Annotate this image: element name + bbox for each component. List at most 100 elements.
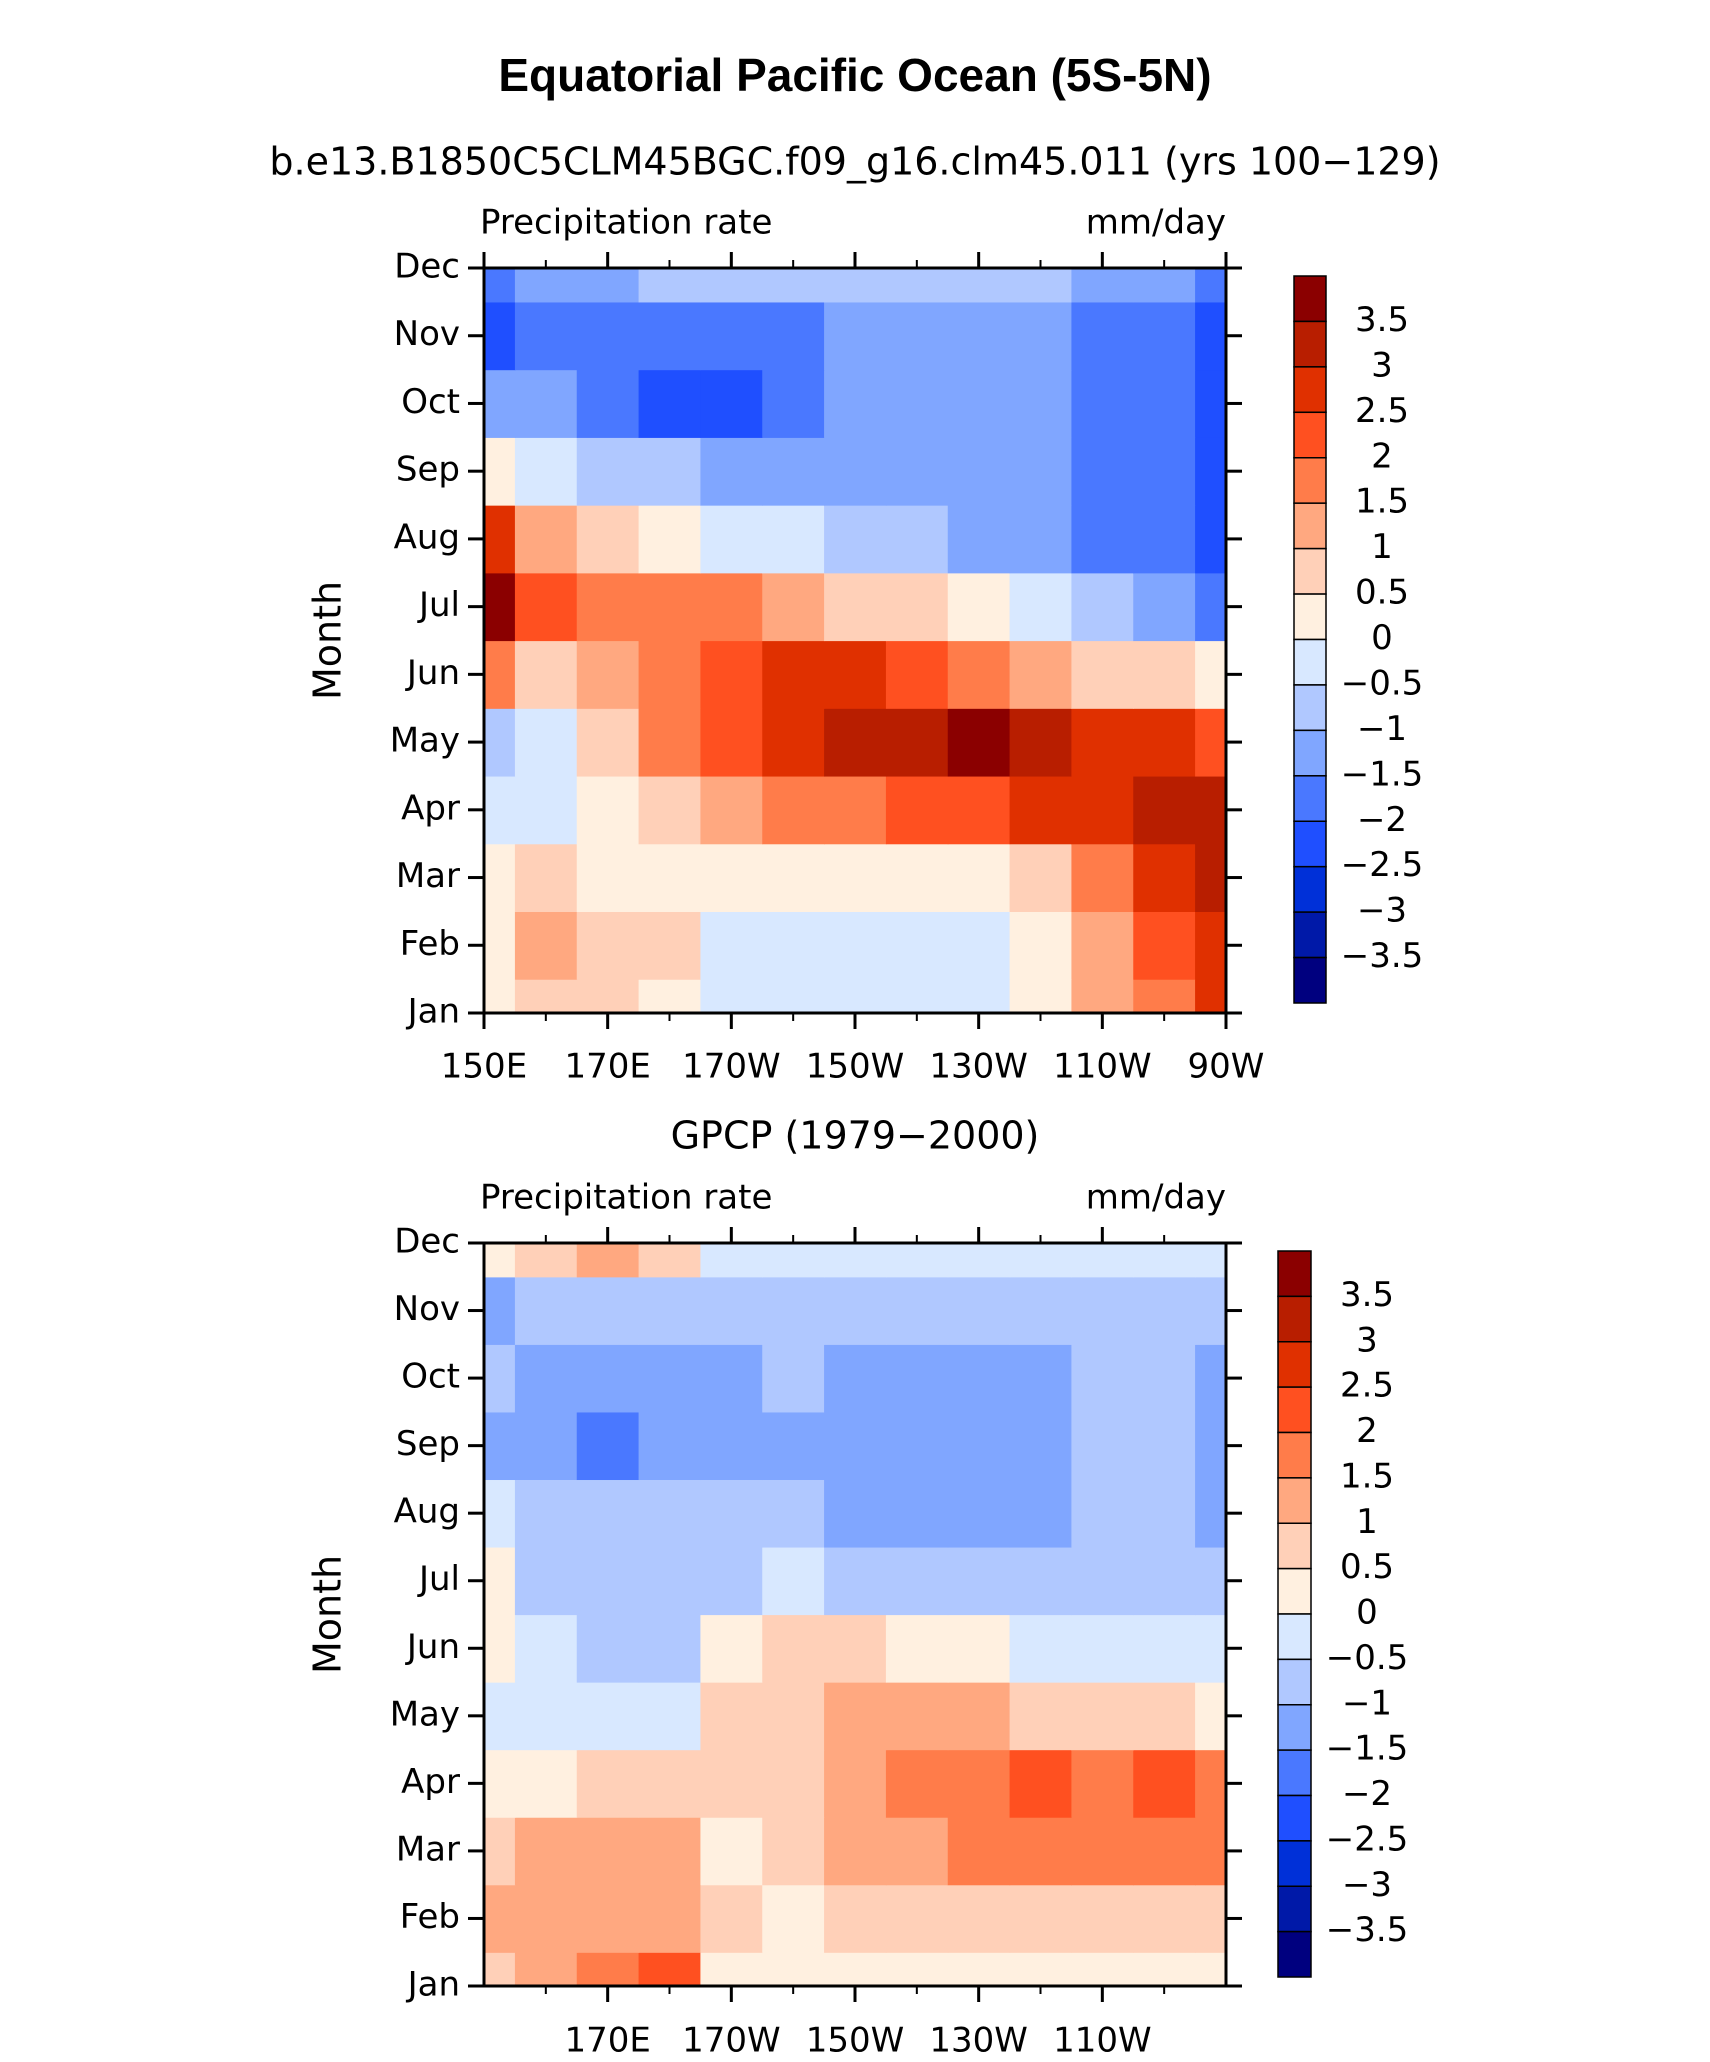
colorbar-box <box>1293 275 1327 323</box>
cell <box>1009 572 1073 642</box>
colorbar-box <box>1293 593 1327 641</box>
cell <box>1009 1479 1073 1548</box>
cell <box>1133 1243 1196 1278</box>
cell <box>514 505 578 574</box>
cell <box>484 640 516 709</box>
cell <box>762 1276 825 1345</box>
cell <box>700 1952 763 1986</box>
colorbar-label: −2 <box>1357 800 1407 840</box>
cell <box>762 301 825 371</box>
cell <box>484 301 516 371</box>
cell <box>700 775 763 845</box>
cell <box>824 843 887 913</box>
cell <box>947 1749 1011 1818</box>
cell <box>1195 843 1226 913</box>
cell <box>1071 1614 1134 1683</box>
cell <box>1009 1614 1073 1683</box>
cell <box>514 1546 578 1616</box>
x-tick-label: 110W <box>1053 1047 1152 1087</box>
cell <box>762 979 825 1013</box>
cell <box>1195 1344 1226 1413</box>
cell <box>762 1411 825 1481</box>
cell <box>514 775 578 845</box>
cell <box>514 1344 578 1413</box>
x-tick-label: 130W <box>929 1047 1028 1087</box>
cell <box>762 505 825 574</box>
cell <box>1195 268 1226 303</box>
cell <box>1133 437 1196 506</box>
cell <box>1195 911 1226 980</box>
colorbar-label: −3 <box>1342 1865 1392 1905</box>
cell <box>947 437 1011 506</box>
cell <box>638 775 702 845</box>
cell <box>762 640 825 709</box>
cell <box>762 268 825 303</box>
cell <box>514 1682 578 1751</box>
cell <box>514 1614 578 1683</box>
cell <box>1133 301 1196 371</box>
cell <box>762 1546 825 1616</box>
y-tick-label: Jan <box>406 1965 460 2005</box>
cell <box>576 843 640 913</box>
cell <box>885 911 949 980</box>
cell <box>824 268 887 303</box>
cell <box>1133 1276 1196 1345</box>
cell <box>1195 301 1226 371</box>
cell <box>638 1243 702 1278</box>
cell <box>484 268 516 303</box>
colorbar-label: 1.5 <box>1340 1456 1394 1496</box>
cell <box>1009 505 1073 574</box>
cell <box>824 1952 887 1986</box>
cell <box>1133 843 1196 913</box>
cell <box>947 708 1011 777</box>
cell <box>514 708 578 777</box>
cell <box>1133 369 1196 438</box>
cell <box>1071 1479 1134 1548</box>
cell <box>824 572 887 642</box>
cell <box>638 1682 702 1751</box>
cell <box>947 369 1011 438</box>
cell <box>700 1682 763 1751</box>
cell <box>1071 437 1134 506</box>
y-tick-label: Sep <box>396 450 460 490</box>
cell <box>885 1479 949 1548</box>
cell <box>576 1749 640 1818</box>
cell <box>484 369 516 438</box>
y-tick-label: Mar <box>396 856 460 896</box>
cell <box>824 1243 887 1278</box>
cell <box>824 1411 887 1481</box>
colorbar-label: −1.5 <box>1326 1729 1409 1769</box>
colorbar-box <box>1293 729 1327 777</box>
cell <box>700 1344 763 1413</box>
x-tick-label: 150W <box>806 2021 905 2061</box>
cell <box>514 1817 578 1886</box>
cell <box>1195 1614 1226 1683</box>
cell <box>514 268 578 303</box>
cell <box>762 572 825 642</box>
cell <box>1071 1276 1134 1345</box>
cell <box>484 1479 516 1548</box>
cell <box>576 1243 640 1278</box>
cell <box>947 640 1011 709</box>
cell <box>484 1952 516 1986</box>
cell <box>484 911 516 980</box>
cell <box>885 1344 949 1413</box>
y-tick-label: Apr <box>401 1762 460 1802</box>
cell <box>576 301 640 371</box>
colorbar-box <box>1277 1794 1312 1842</box>
cell <box>885 1884 949 1953</box>
cell <box>1195 369 1226 438</box>
cell <box>947 1952 1011 1986</box>
cell <box>1009 1411 1073 1481</box>
cell <box>700 437 763 506</box>
cell <box>1071 708 1134 777</box>
cell <box>638 572 702 642</box>
colorbar-label: −2.5 <box>1341 845 1424 885</box>
cell <box>1195 1276 1226 1345</box>
cell <box>1009 1817 1073 1886</box>
cell <box>947 1614 1011 1683</box>
cell <box>885 1682 949 1751</box>
cell <box>514 1411 578 1481</box>
cell <box>484 1276 516 1345</box>
